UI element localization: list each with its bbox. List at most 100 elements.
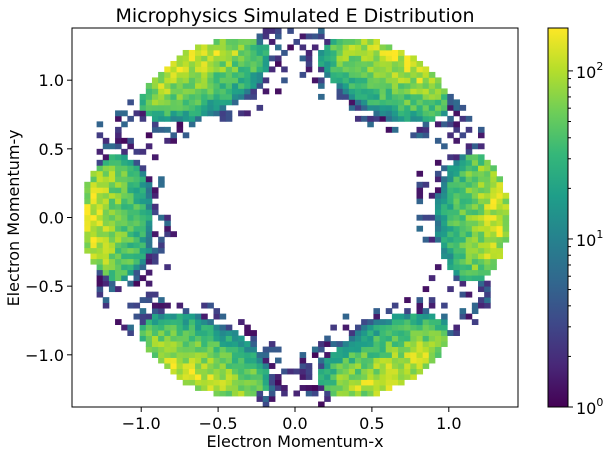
heatmap-cell — [151, 126, 159, 133]
heatmap-cell — [410, 330, 417, 336]
heatmap-cell — [127, 99, 134, 106]
heatmap-cell — [256, 60, 264, 67]
heatmap-cell — [213, 335, 221, 342]
heatmap-cell — [231, 88, 239, 95]
heatmap-cell — [219, 385, 227, 391]
heatmap-cell — [244, 60, 251, 67]
heatmap-cell — [422, 308, 430, 315]
heatmap-cell — [115, 187, 122, 194]
heatmap-cell — [133, 214, 141, 221]
heatmap-cell — [416, 341, 424, 347]
heatmap-cell — [465, 187, 473, 194]
heatmap-cell — [453, 203, 460, 210]
heatmap-cell — [139, 225, 147, 232]
heatmap-cell — [453, 110, 460, 117]
heatmap-cell — [434, 264, 442, 271]
heatmap-cell — [373, 335, 380, 342]
heatmap-cell — [170, 324, 177, 331]
heatmap-cells — [84, 28, 510, 407]
heatmap-cell — [164, 137, 171, 144]
heatmap-cell — [324, 49, 331, 56]
heatmap-cell — [121, 225, 128, 232]
heatmap-cell — [471, 225, 479, 232]
heatmap-cell — [127, 115, 134, 122]
heatmap-cell — [471, 253, 479, 260]
heatmap-cell — [398, 110, 405, 117]
heatmap-cell — [195, 115, 202, 122]
heatmap-cell — [133, 159, 141, 166]
heatmap-cell — [268, 341, 276, 347]
heatmap-cell — [121, 231, 128, 238]
heatmap-cell — [108, 258, 116, 265]
heatmap-cell — [145, 132, 153, 139]
heatmap-cell — [121, 170, 128, 177]
heatmap-cell — [281, 390, 288, 397]
heatmap-cell — [391, 368, 399, 375]
heatmap-cell — [428, 357, 436, 364]
heatmap-cell — [207, 368, 214, 375]
heatmap-cell — [422, 66, 430, 73]
heatmap-cell — [170, 99, 177, 106]
heatmap-cell — [231, 330, 239, 336]
heatmap-cell — [373, 93, 380, 100]
heatmap-cell — [207, 77, 214, 84]
heatmap-cell — [121, 269, 128, 276]
heatmap-cell — [391, 302, 399, 309]
heatmap-cell — [459, 209, 467, 216]
heatmap-cell — [244, 38, 251, 45]
heatmap-cell — [139, 181, 147, 188]
heatmap-cell — [139, 93, 147, 100]
heatmap-cell — [102, 214, 110, 221]
heatmap-cell — [201, 60, 208, 67]
heatmap-cell — [434, 93, 442, 100]
heatmap-cell — [336, 374, 344, 380]
heatmap-cell — [447, 253, 454, 260]
heatmap-cell — [379, 71, 387, 78]
heatmap-cell — [422, 77, 430, 84]
heatmap-cell — [434, 352, 442, 358]
heatmap-cell — [428, 335, 436, 342]
heatmap-cell — [207, 379, 214, 386]
heatmap-cell — [213, 308, 221, 315]
heatmap-cell — [379, 104, 387, 111]
heatmap-cell — [336, 341, 344, 347]
heatmap-cell — [330, 363, 337, 369]
heatmap-cell — [502, 220, 510, 227]
heatmap-cell — [324, 60, 331, 67]
heatmap-cell — [250, 77, 257, 84]
heatmap-cell — [478, 165, 485, 172]
heatmap-cell — [213, 93, 221, 100]
heatmap-cell — [367, 330, 374, 336]
heatmap-cell — [182, 132, 190, 139]
heatmap-cell — [434, 198, 442, 205]
heatmap-cell — [391, 319, 399, 326]
heatmap-cell — [465, 159, 473, 166]
heatmap-cell — [428, 313, 436, 320]
heatmap-cell — [250, 38, 257, 45]
heatmap-cell — [373, 341, 380, 347]
heatmap-cell — [96, 291, 104, 298]
heatmap-cell — [447, 121, 454, 128]
heatmap-cell — [404, 82, 411, 89]
heatmap-cell — [490, 187, 497, 194]
heatmap-cell — [416, 297, 424, 304]
heatmap-cell — [164, 220, 171, 227]
heatmap-cell — [471, 143, 479, 150]
heatmap-cell — [244, 44, 251, 51]
heatmap-cell — [90, 203, 98, 210]
heatmap-cell — [391, 374, 399, 380]
heatmap-cell — [115, 192, 122, 199]
heatmap-cell — [244, 385, 251, 391]
heatmap-cell — [201, 341, 208, 347]
heatmap-cell — [416, 181, 424, 188]
heatmap-cell — [213, 324, 221, 331]
heatmap-cell — [231, 390, 239, 397]
heatmap-cell — [108, 253, 116, 260]
heatmap-cell — [490, 253, 497, 260]
heatmap-cell — [262, 55, 270, 62]
heatmap-cell — [201, 88, 208, 95]
heatmap-cell — [225, 44, 233, 51]
heatmap-cell — [231, 374, 239, 380]
heatmap-cell — [330, 55, 337, 62]
heatmap-cell — [231, 99, 239, 106]
